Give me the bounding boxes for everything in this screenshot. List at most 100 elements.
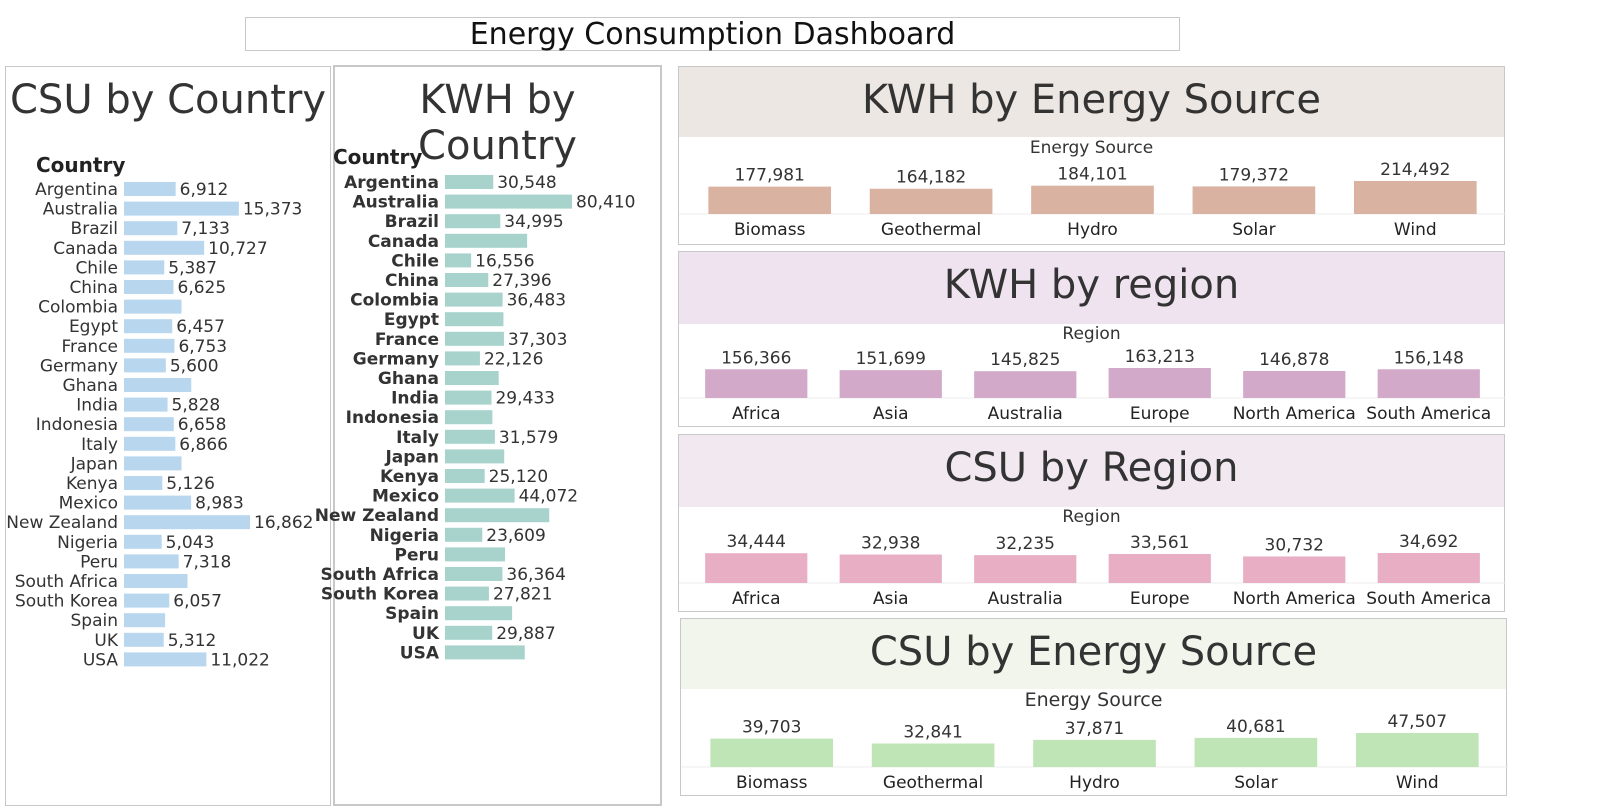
- tick-label: USA: [83, 650, 119, 670]
- data-label: 31,579: [499, 428, 558, 448]
- y-axis-title: Country: [333, 145, 422, 169]
- bar: [445, 527, 483, 542]
- data-label: 22,126: [484, 349, 543, 369]
- kwh-by-energy-source-panel: KWH by Energy Source Energy Source 177,9…: [678, 66, 1506, 245]
- data-label: 8,983: [195, 494, 244, 514]
- bar: [1108, 368, 1211, 398]
- kwh-energy-source-chart: 177,981 Biomass 164,182 Geothermal 184,101 Hy…: [679, 160, 1506, 240]
- data-label: 6,625: [178, 278, 227, 298]
- data-label: 30,548: [497, 173, 556, 193]
- csu-energy-source-chart: 39,703 Biomass 32,841 Geothermal 37,871 Hydro…: [681, 712, 1508, 793]
- tick-label: Canada: [368, 232, 439, 252]
- tick-label: Biomass: [734, 220, 806, 240]
- tick-label: Egypt: [69, 317, 118, 337]
- data-label: 34,995: [504, 212, 563, 232]
- bar: [124, 613, 166, 628]
- bar: [124, 593, 170, 608]
- panel-title: CSU by Region: [944, 445, 1239, 491]
- tick-label: Australia: [43, 200, 118, 220]
- bar: [445, 586, 489, 601]
- bar: [1243, 556, 1346, 583]
- tick-label: Geothermal: [883, 773, 983, 793]
- bar: [124, 260, 165, 275]
- data-label: 25,120: [489, 467, 548, 487]
- x-axis-title: Region: [1062, 324, 1121, 344]
- panel-header: [681, 619, 1506, 689]
- bar: [445, 547, 506, 562]
- tick-label: Nigeria: [370, 526, 439, 546]
- bar: [445, 312, 504, 327]
- tick-label: South Africa: [15, 572, 118, 592]
- bar: [710, 738, 834, 767]
- tick-label: India: [391, 389, 439, 409]
- panel-header: [679, 67, 1504, 137]
- data-label: 164,182: [896, 168, 966, 188]
- kwh-by-country-panel: KWH by Country Country Argentina 30,548 Aus…: [315, 65, 662, 806]
- panel-title: CSU by Country: [10, 77, 326, 123]
- bar: [124, 574, 188, 588]
- bar: [445, 214, 501, 229]
- data-label: 5,126: [166, 474, 215, 494]
- tick-label: Italy: [396, 428, 439, 448]
- bar: [124, 280, 174, 294]
- bar: [124, 182, 176, 196]
- dashboard-title: Energy Consumption Dashboard: [245, 17, 1180, 52]
- tick-label: Nigeria: [57, 533, 118, 553]
- tick-label: Japan: [70, 454, 118, 474]
- kwh-country-chart: Country Argentina 30,548 Australia 80,410 Bra…: [315, 145, 636, 663]
- data-label: 10,727: [208, 239, 267, 259]
- tick-label: Colombia: [350, 291, 439, 311]
- data-label: 40,681: [1226, 717, 1285, 737]
- tick-label: UK: [94, 631, 118, 651]
- bar: [124, 456, 182, 471]
- bar: [445, 606, 513, 621]
- data-label: 6,457: [176, 317, 225, 337]
- y-axis-title: Country: [36, 153, 125, 177]
- panel-title: KWH by region: [943, 262, 1240, 308]
- bar: [124, 397, 168, 412]
- bar: [974, 555, 1077, 583]
- data-label: 6,753: [178, 337, 227, 357]
- data-label: 23,609: [486, 526, 545, 546]
- bar: [1377, 553, 1480, 583]
- bar: [124, 436, 176, 451]
- csu-country-chart: Country Argentina 6,912 Australia 15,373 Braz…: [6, 153, 313, 670]
- data-label: 36,483: [507, 291, 566, 311]
- bar: [124, 240, 205, 255]
- tick-label: New Zealand: [315, 506, 439, 526]
- tick-label: Africa: [732, 404, 781, 424]
- bar: [1192, 186, 1316, 214]
- tick-label: Ghana: [62, 376, 118, 396]
- bar: [839, 554, 942, 583]
- tick-label: Hydro: [1067, 220, 1118, 240]
- tick-label: Solar: [1232, 220, 1275, 240]
- data-label: 145,825: [990, 350, 1060, 370]
- csu-by-energy-source-panel: CSU by Energy Source Energy Source 39,70…: [680, 618, 1508, 796]
- tick-label: North America: [1233, 404, 1356, 424]
- data-label: 5,043: [166, 533, 215, 553]
- data-label: 80,410: [576, 193, 635, 213]
- data-label: 6,057: [173, 592, 222, 612]
- bar: [124, 515, 250, 530]
- tick-label: Kenya: [380, 467, 439, 487]
- data-label: 163,213: [1125, 347, 1195, 367]
- tick-label: North America: [1233, 589, 1356, 609]
- bar: [445, 645, 525, 660]
- kwh-by-region-panel: KWH by region Region 156,366 Africa 151,69…: [678, 251, 1506, 427]
- tick-label: Brazil: [71, 219, 118, 239]
- bar: [445, 194, 572, 209]
- bar: [445, 429, 495, 444]
- data-label: 214,492: [1380, 160, 1450, 180]
- tick-label: Kenya: [66, 474, 118, 494]
- data-label: 29,887: [496, 624, 555, 644]
- tick-label: France: [61, 337, 118, 357]
- bar: [124, 476, 163, 490]
- data-label: 16,862: [254, 513, 313, 533]
- tick-label: Australia: [353, 193, 440, 213]
- tick-label: Australia: [988, 589, 1063, 609]
- bar: [974, 371, 1077, 398]
- tick-label: Europe: [1130, 589, 1190, 609]
- tick-label: South Korea: [15, 592, 118, 612]
- tick-label: Asia: [873, 589, 909, 609]
- bar: [705, 553, 808, 583]
